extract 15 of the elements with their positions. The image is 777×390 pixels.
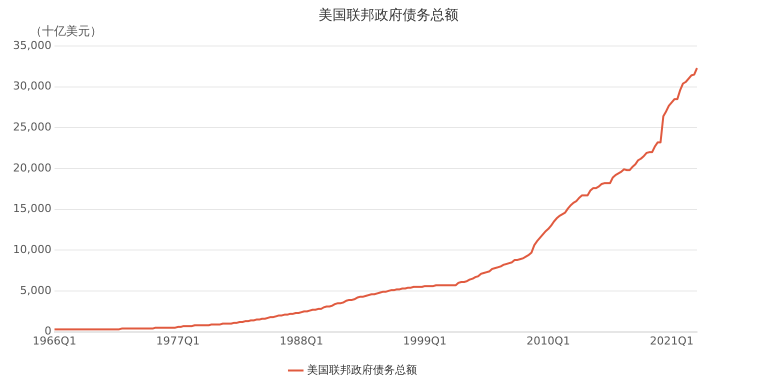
x-tick-label: 1999Q1 <box>403 334 447 348</box>
y-tick-label: 20,000 <box>12 161 52 174</box>
y-tick-label: 30,000 <box>12 80 52 93</box>
x-tick-label: 2010Q1 <box>526 334 570 348</box>
y-tick-label: 25,000 <box>12 120 52 134</box>
x-tick-label: 1977Q1 <box>156 334 200 348</box>
y-tick-label: 5,000 <box>20 284 52 297</box>
y-tick-label: 15,000 <box>12 202 52 216</box>
y-axis-title: （十亿美元） <box>30 24 102 38</box>
y-tick-label: 35,000 <box>12 38 52 52</box>
x-tick-label: 1988Q1 <box>280 334 324 348</box>
legend-label: 美国联邦政府债务总额 <box>306 363 417 376</box>
x-tick-label: 2021Q1 <box>650 334 694 348</box>
chart-title: 美国联邦政府债务总额 <box>318 8 458 24</box>
y-tick-label: 10,000 <box>12 243 52 256</box>
